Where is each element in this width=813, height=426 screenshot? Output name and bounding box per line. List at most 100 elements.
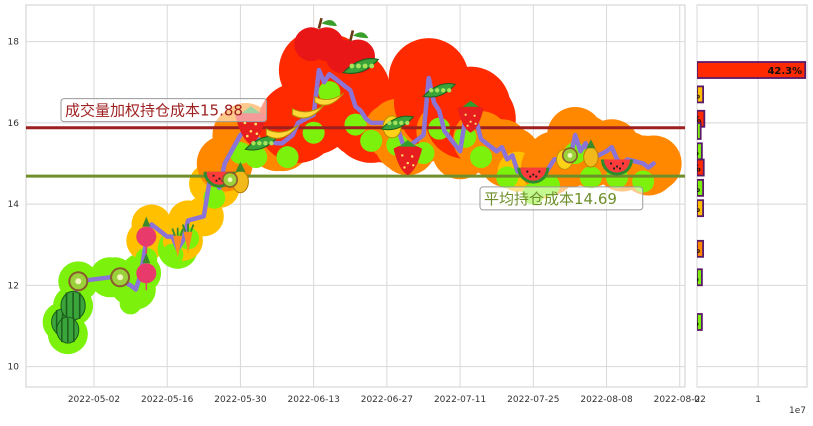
- chip-bar-label: %: [690, 245, 700, 256]
- kiwi-icon: [222, 171, 238, 188]
- carrot-icon: [171, 227, 184, 258]
- pea-seed: [349, 63, 355, 69]
- banana-body: [265, 124, 299, 139]
- watermelon-seed: [538, 170, 541, 173]
- pea-icon: [342, 58, 380, 74]
- pea-seed: [393, 120, 398, 126]
- pea-seed: [263, 141, 268, 146]
- radish-icon: [136, 253, 157, 291]
- avg-cost-label-text: 平均持仓成本14.69: [484, 190, 617, 208]
- x-tick-label: 2022-07-11: [434, 395, 486, 405]
- strawberry-seed: [410, 155, 414, 158]
- watermelon-seed: [532, 173, 535, 176]
- pineapple-crown: [235, 161, 246, 172]
- chip-bar: [697, 268, 703, 287]
- kiwi-core: [567, 153, 573, 158]
- pea-icon: [380, 115, 415, 131]
- pea-seed: [399, 120, 404, 126]
- x-tick-label: 2022-06-27: [361, 395, 413, 405]
- chip-bar: [697, 313, 703, 331]
- side-x-tick-label: 0: [694, 395, 700, 405]
- carrot-leaves: [181, 223, 195, 233]
- watermelon-seed: [615, 165, 619, 168]
- y-tick-label: 14: [8, 200, 20, 210]
- chip-bar: [697, 199, 705, 218]
- avg-cost-label-box: [479, 186, 644, 211]
- chip-bar-label: %: [689, 147, 699, 158]
- y-tick-label: 18: [8, 38, 20, 48]
- melon-icon: [56, 316, 80, 344]
- x-tick-label: 2022-05-30: [214, 395, 267, 405]
- watermelon-seed: [529, 175, 532, 178]
- chip-bar-label: %: [689, 273, 699, 284]
- watermelon-icon: [517, 167, 550, 184]
- pea-seed: [269, 141, 274, 146]
- strawberry-seed: [469, 120, 472, 123]
- radish-icon: [136, 216, 157, 254]
- strawberry-seed: [473, 114, 476, 117]
- side-x-tick-label: 1: [755, 395, 761, 405]
- pea-seed: [441, 88, 446, 93]
- strawberry-seed: [466, 124, 469, 127]
- radish-leaf: [142, 216, 151, 227]
- watermelon-seed: [621, 162, 625, 165]
- watermelon-seed: [535, 175, 538, 178]
- pea-seed: [362, 63, 368, 69]
- radish-leaf: [142, 253, 151, 264]
- strawberry-leaves: [399, 140, 417, 147]
- pea-icon: [422, 83, 457, 98]
- chip-bar-label: %: [690, 90, 700, 101]
- pineapple-icon: [583, 139, 599, 168]
- x-tick-label: 2022-07-25: [507, 395, 559, 405]
- banana-icon: [314, 92, 345, 106]
- cost-band-accent: [119, 292, 142, 315]
- kiwi-core: [117, 274, 124, 281]
- pea-seed: [257, 141, 262, 146]
- chip-bar-label: %: [690, 184, 700, 195]
- vwap-cost-label-text: 成交量加权持仓成本15.88: [65, 102, 243, 120]
- strawberry-seed: [406, 161, 410, 165]
- kiwi-core: [227, 177, 233, 183]
- pineapple-crown: [586, 139, 596, 149]
- chip-bar-label: %: [691, 115, 701, 126]
- chip-bar: [697, 61, 807, 79]
- strawberry-leaves: [462, 100, 479, 107]
- radish-root: [136, 226, 157, 247]
- watermelon-seed: [212, 174, 215, 177]
- chip-bar: [697, 239, 705, 258]
- vwap-cost-label: 成交量加权持仓成本15.88: [60, 98, 267, 123]
- kiwi-icon: [68, 271, 89, 292]
- kiwi-icon: [110, 267, 131, 288]
- chip-bar-label: %: [689, 318, 699, 329]
- pea-seed: [251, 141, 256, 146]
- strawberry-icon: [457, 100, 484, 133]
- avg-cost-label: 平均持仓成本14.69: [479, 186, 644, 211]
- x-tick-label: 2022-08-22: [654, 395, 706, 405]
- strawberry-seed: [401, 154, 404, 157]
- apple-stem: [317, 17, 323, 29]
- apple-leaf: [352, 32, 369, 39]
- chip-bar: [697, 158, 705, 177]
- watermelon-seed: [618, 167, 622, 170]
- kiwi-core: [75, 278, 82, 285]
- cost-band-accent: [302, 121, 325, 144]
- chip-bar-label: %: [688, 127, 698, 138]
- cost-band-accent: [360, 129, 383, 152]
- melon-icon: [60, 290, 86, 321]
- watermelon-seed: [218, 177, 221, 180]
- x-tick-label: 2022-06-13: [288, 395, 340, 405]
- chip-bar-label: 42.3%: [767, 66, 802, 77]
- radish-root: [136, 263, 157, 284]
- y-tick-label: 10: [8, 363, 20, 373]
- strawberry-seed: [403, 166, 406, 169]
- cost-band-accent: [470, 146, 493, 169]
- watermelon-seed: [612, 167, 616, 170]
- pea-seed: [356, 63, 361, 69]
- strawberry-seed: [254, 122, 258, 126]
- apple-stem: [349, 30, 355, 42]
- chip-bar: [697, 178, 705, 197]
- strawberry-seed: [464, 113, 467, 116]
- y-tick-label: 16: [8, 119, 20, 129]
- strawberry-body: [393, 144, 423, 176]
